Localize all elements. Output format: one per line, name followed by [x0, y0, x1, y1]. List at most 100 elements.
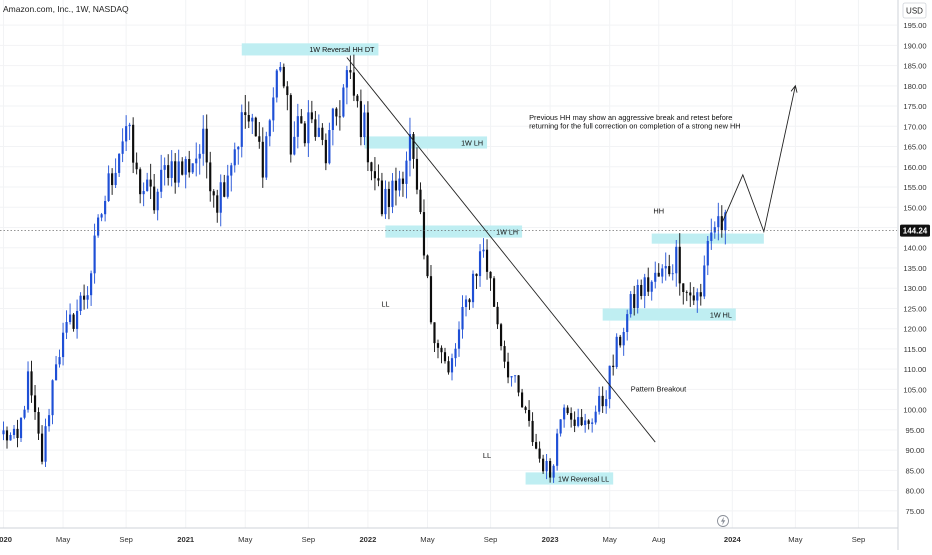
candle-body[interactable]: [609, 366, 611, 399]
candle-body[interactable]: [524, 407, 526, 410]
candle-body[interactable]: [661, 268, 663, 276]
candle-body[interactable]: [496, 307, 498, 324]
candle-body[interactable]: [630, 294, 632, 314]
candle-body[interactable]: [637, 285, 639, 308]
candle-body[interactable]: [384, 189, 386, 214]
lightning-bolt-icon[interactable]: [718, 516, 729, 527]
candle-body[interactable]: [220, 182, 222, 212]
candle-body[interactable]: [696, 292, 698, 300]
candle-body[interactable]: [672, 273, 674, 274]
candle-body[interactable]: [279, 67, 281, 71]
candle-body[interactable]: [542, 459, 544, 472]
candle-body[interactable]: [125, 126, 127, 141]
candle-body[interactable]: [80, 296, 82, 311]
candle-body[interactable]: [209, 162, 211, 191]
candle-body[interactable]: [136, 163, 138, 170]
candle-body[interactable]: [62, 333, 64, 357]
candle-body[interactable]: [258, 136, 260, 142]
candle-body[interactable]: [272, 97, 274, 120]
candle-body[interactable]: [153, 187, 155, 211]
candle-body[interactable]: [472, 274, 474, 302]
candle-body[interactable]: [167, 165, 169, 178]
candle-body[interactable]: [710, 233, 712, 241]
candle-body[interactable]: [493, 278, 495, 307]
candle-body[interactable]: [647, 277, 649, 291]
candle-body[interactable]: [6, 430, 8, 440]
candle-body[interactable]: [227, 176, 229, 197]
candle-body[interactable]: [269, 120, 271, 136]
candle-body[interactable]: [714, 227, 716, 232]
candle-body[interactable]: [430, 276, 432, 322]
candle-body[interactable]: [675, 247, 677, 273]
candle-body[interactable]: [223, 182, 225, 197]
candle-body[interactable]: [2, 430, 4, 434]
candle-body[interactable]: [199, 154, 201, 159]
candle-body[interactable]: [30, 371, 32, 395]
candle-body[interactable]: [255, 118, 257, 137]
candle-body[interactable]: [686, 292, 688, 293]
candle-body[interactable]: [486, 250, 488, 272]
candle-body[interactable]: [265, 136, 267, 177]
candle-body[interactable]: [700, 292, 702, 296]
candle-body[interactable]: [367, 113, 369, 163]
candle-body[interactable]: [290, 95, 292, 154]
candle-body[interactable]: [370, 162, 372, 171]
candle-body[interactable]: [314, 119, 316, 137]
candle-body[interactable]: [651, 282, 653, 292]
candle-body[interactable]: [377, 178, 379, 180]
candle-body[interactable]: [94, 236, 96, 274]
candle-body[interactable]: [48, 415, 50, 426]
candle-body[interactable]: [192, 163, 194, 172]
candle-body[interactable]: [454, 349, 456, 358]
candle-body[interactable]: [665, 266, 667, 268]
candle-body[interactable]: [202, 129, 204, 154]
candle-body[interactable]: [707, 241, 709, 265]
candle-body[interactable]: [546, 461, 548, 471]
candle-body[interactable]: [535, 442, 537, 449]
candle-body[interactable]: [451, 358, 453, 372]
candle-body[interactable]: [300, 116, 302, 123]
candle-body[interactable]: [150, 180, 152, 187]
candle-body[interactable]: [108, 173, 110, 201]
candle-body[interactable]: [58, 357, 60, 364]
candle-body[interactable]: [353, 72, 355, 95]
candle-body[interactable]: [139, 169, 141, 194]
candle-body[interactable]: [241, 112, 243, 147]
candle-body[interactable]: [581, 417, 583, 425]
candle-body[interactable]: [286, 86, 288, 95]
candle-body[interactable]: [311, 112, 313, 119]
candle-body[interactable]: [465, 299, 467, 307]
candle-body[interactable]: [560, 419, 562, 433]
candle-body[interactable]: [602, 396, 604, 406]
candle-body[interactable]: [426, 255, 428, 276]
candle-body[interactable]: [517, 375, 519, 392]
candle-body[interactable]: [693, 295, 695, 300]
candle-body[interactable]: [41, 434, 43, 462]
candle-body[interactable]: [409, 134, 411, 161]
candle-body[interactable]: [682, 283, 684, 292]
candle-body[interactable]: [213, 191, 215, 195]
candle-body[interactable]: [360, 101, 362, 137]
candle-body[interactable]: [612, 366, 614, 367]
candle-body[interactable]: [349, 70, 351, 72]
candle-body[interactable]: [433, 322, 435, 343]
candle-body[interactable]: [304, 123, 306, 143]
candle-body[interactable]: [346, 70, 348, 87]
candle-body[interactable]: [104, 201, 106, 214]
currency-button[interactable]: USD: [903, 3, 926, 18]
candle-body[interactable]: [374, 171, 376, 178]
candle-body[interactable]: [164, 165, 166, 170]
candle-body[interactable]: [521, 392, 523, 407]
candle-body[interactable]: [16, 429, 18, 438]
candle-body[interactable]: [325, 140, 327, 163]
candle-body[interactable]: [402, 179, 404, 184]
candle-body[interactable]: [118, 154, 120, 173]
candle-body[interactable]: [34, 395, 36, 412]
candle-body[interactable]: [318, 128, 320, 137]
candle-body[interactable]: [87, 295, 89, 299]
candle-body[interactable]: [185, 159, 187, 175]
candle-body[interactable]: [230, 165, 232, 175]
candle-body[interactable]: [489, 272, 491, 278]
candle-body[interactable]: [129, 125, 131, 126]
